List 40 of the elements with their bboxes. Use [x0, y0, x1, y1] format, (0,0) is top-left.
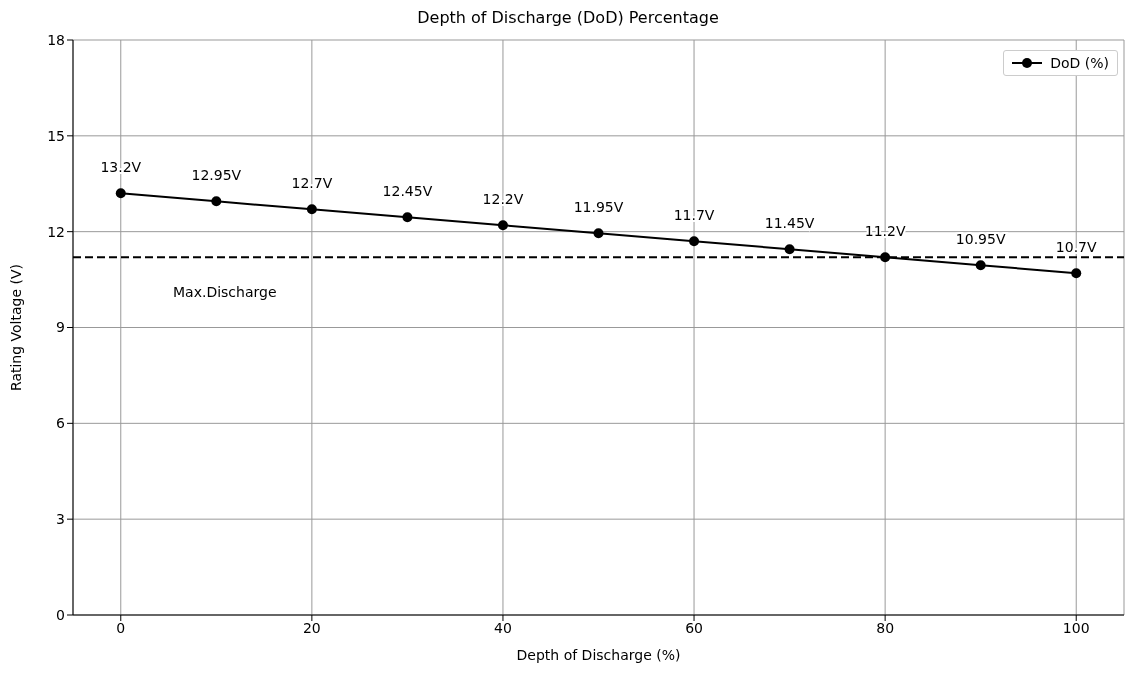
legend-label: DoD (%) [1050, 55, 1109, 71]
data-label: 11.2V [864, 223, 906, 240]
point [784, 244, 795, 255]
x-tick-label: 40 [494, 619, 512, 636]
y-tick-label: 15 [47, 127, 65, 144]
x-tick-label: 0 [116, 619, 126, 636]
data-label: 11.7V [673, 207, 715, 224]
data-label: 10.7V [1055, 239, 1098, 256]
point [975, 260, 986, 271]
data-label: 11.95V [573, 199, 624, 216]
x-tick-label: 20 [302, 619, 321, 636]
y-tick-label: 6 [56, 415, 66, 432]
data-label: 12.2V [482, 191, 524, 208]
point [1071, 268, 1082, 279]
y-tick-label: 3 [56, 511, 65, 528]
ref-line-label: Max.Discharge [173, 284, 277, 301]
y-tick-label: 18 [47, 31, 65, 48]
point [497, 220, 508, 231]
data-label: 13.2V [100, 159, 142, 176]
y-tick-label: 9 [56, 319, 65, 336]
data-label: 12.45V [382, 183, 433, 200]
point [306, 204, 317, 215]
data-label: 12.7V [291, 175, 333, 192]
y-tick-label: 0 [56, 606, 65, 623]
point [402, 212, 413, 223]
chart-title: Depth of Discharge (DoD) Percentage [416, 8, 720, 29]
point [880, 252, 891, 263]
point [115, 188, 126, 199]
data-label: 12.95V [191, 167, 242, 184]
point [593, 228, 604, 239]
point [211, 196, 222, 207]
data-label: 10.95V [955, 231, 1006, 248]
x-tick-label: 100 [1062, 619, 1090, 636]
y-tick-label: 12 [47, 223, 65, 240]
data-label: 11.45V [764, 215, 815, 232]
y-axis-title: Rating Voltage (V) [7, 263, 24, 392]
point [689, 236, 700, 247]
x-tick-label: 80 [876, 619, 895, 636]
x-tick-label: 60 [685, 619, 703, 636]
x-axis-title: Depth of Discharge (%) [516, 647, 681, 663]
